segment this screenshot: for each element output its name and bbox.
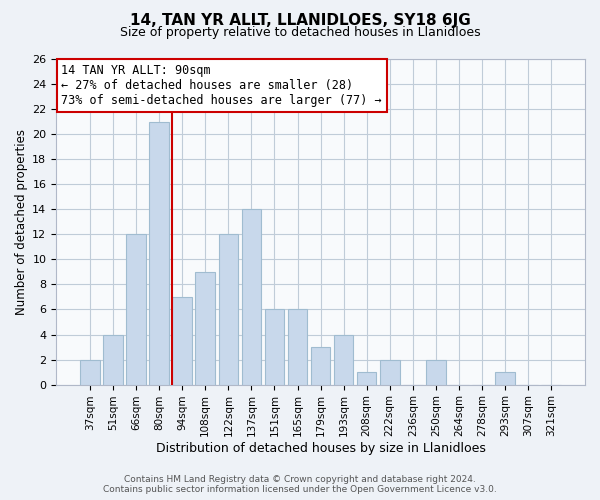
- Bar: [334, 334, 353, 384]
- Bar: [80, 360, 100, 384]
- Y-axis label: Number of detached properties: Number of detached properties: [15, 129, 28, 315]
- Bar: [242, 210, 261, 384]
- Text: 14, TAN YR ALLT, LLANIDLOES, SY18 6JG: 14, TAN YR ALLT, LLANIDLOES, SY18 6JG: [130, 12, 470, 28]
- Text: Size of property relative to detached houses in Llanidloes: Size of property relative to detached ho…: [119, 26, 481, 39]
- Bar: [103, 334, 123, 384]
- Text: Contains HM Land Registry data © Crown copyright and database right 2024.
Contai: Contains HM Land Registry data © Crown c…: [103, 474, 497, 494]
- Bar: [426, 360, 446, 384]
- Bar: [380, 360, 400, 384]
- Text: 14 TAN YR ALLT: 90sqm
← 27% of detached houses are smaller (28)
73% of semi-deta: 14 TAN YR ALLT: 90sqm ← 27% of detached …: [61, 64, 382, 107]
- Bar: [172, 297, 192, 384]
- Bar: [265, 310, 284, 384]
- Bar: [357, 372, 376, 384]
- Bar: [495, 372, 515, 384]
- Bar: [149, 122, 169, 384]
- X-axis label: Distribution of detached houses by size in Llanidloes: Distribution of detached houses by size …: [155, 442, 485, 455]
- Bar: [196, 272, 215, 384]
- Bar: [126, 234, 146, 384]
- Bar: [288, 310, 307, 384]
- Bar: [311, 347, 331, 385]
- Bar: [218, 234, 238, 384]
